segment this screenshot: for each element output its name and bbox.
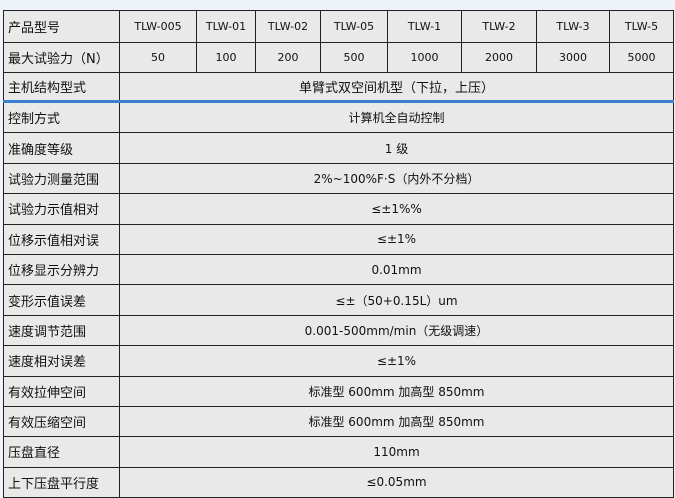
row-label: 产品型号 [3,10,120,43]
force-cell: 1000 [387,42,462,73]
row-label: 控制方式 [3,100,120,134]
model-cell: TLW-02 [255,10,321,43]
model-cell: TLW-2 [461,10,537,43]
max-force-row: 最大试验力（N） 50 100 200 500 1000 2000 3000 5… [3,42,674,73]
row-label: 最大试验力（N） [3,42,120,73]
row-label: 有效拉伸空间 [3,375,120,407]
force-cell: 200 [255,42,321,73]
row-label: 上下压盘平行度 [3,466,120,498]
spec-row: 有效压缩空间 标准型 600mm 加高型 850mm [3,405,674,438]
row-label: 主机结构型式 [3,72,120,103]
row-value: 计算机全自动控制 [119,100,674,134]
row-value: 110mm [119,436,674,468]
spec-row: 位移示值相对误 ≤±1% [3,223,674,255]
spec-row: 变形示值误差 ≤±（50+0.15L）um [3,284,674,316]
model-cell: TLW-05 [320,10,388,43]
row-value: ≤±（50+0.15L）um [119,284,674,316]
spec-row: 速度调节范围 0.001-500mm/min（无级调速） [3,314,674,347]
model-cell: TLW-005 [119,10,197,43]
row-label: 有效压缩空间 [3,405,120,438]
spec-row: 试验力示值相对 ≤±1%% [3,193,674,225]
row-value: 2%~100%F·S（内外不分档） [119,162,674,195]
row-value: 0.001-500mm/min（无级调速） [119,314,674,347]
row-value: ≤0.05mm [119,466,674,498]
model-cell: TLW-3 [536,10,610,43]
row-value: ≤±1% [119,223,674,255]
model-cell: TLW-1 [387,10,462,43]
force-cell: 50 [119,42,197,73]
row-label: 准确度等级 [3,132,120,164]
structure-row: 主机结构型式 单臂式双空间机型（下拉，上压） [3,72,674,103]
row-label: 试验力测量范围 [3,162,120,195]
row-label: 位移示值相对误 [3,223,120,255]
row-label: 速度相对误差 [3,345,120,377]
spec-row: 上下压盘平行度 ≤0.05mm [3,466,674,498]
force-cell: 5000 [609,42,674,73]
row-label: 试验力示值相对 [3,193,120,225]
model-cell: TLW-5 [609,10,674,43]
row-value: 单臂式双空间机型（下拉，上压） [119,72,674,103]
spec-row: 位移显示分辨力 0.01mm [3,253,674,286]
model-row: 产品型号 TLW-005 TLW-01 TLW-02 TLW-05 TLW-1 … [3,10,674,43]
spec-table: 产品型号 TLW-005 TLW-01 TLW-02 TLW-05 TLW-1 … [3,10,674,498]
spec-row: 试验力测量范围 2%~100%F·S（内外不分档） [3,162,674,195]
force-cell: 2000 [461,42,537,73]
spec-row: 有效拉伸空间 标准型 600mm 加高型 850mm [3,375,674,407]
spec-row: 准确度等级 1 级 [3,132,674,164]
row-label: 变形示值误差 [3,284,120,316]
spec-row: 控制方式 计算机全自动控制 [3,100,674,134]
row-value: ≤±1% [119,345,674,377]
row-label: 位移显示分辨力 [3,253,120,286]
row-value: 标准型 600mm 加高型 850mm [119,405,674,438]
row-value: 0.01mm [119,253,674,286]
row-value: ≤±1%% [119,193,674,225]
spec-row: 速度相对误差 ≤±1% [3,345,674,377]
model-cell: TLW-01 [196,10,256,43]
row-label: 压盘直径 [3,436,120,468]
row-label: 速度调节范围 [3,314,120,347]
force-cell: 3000 [536,42,610,73]
row-value: 标准型 600mm 加高型 850mm [119,375,674,407]
spec-row: 压盘直径 110mm [3,436,674,468]
force-cell: 100 [196,42,256,73]
row-value: 1 级 [119,132,674,164]
force-cell: 500 [320,42,388,73]
